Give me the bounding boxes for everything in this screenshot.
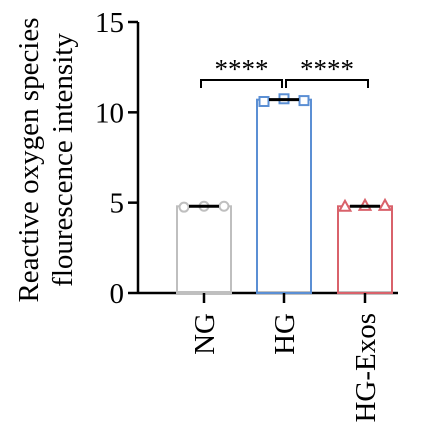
bar-hg-exos (337, 205, 393, 294)
data-point (178, 201, 190, 213)
y-axis-title: Reactive oxygen species flourescence int… (13, 17, 79, 302)
y-axis-title-line-2: flourescence intensity (47, 33, 79, 287)
data-point (337, 198, 353, 212)
y-tick-label: 15 (95, 7, 124, 39)
y-tick-label: 10 (95, 97, 124, 129)
significance-label: **** (300, 54, 354, 84)
data-point (377, 197, 393, 211)
significance-label: **** (215, 54, 269, 84)
x-tick-label: HG-Exos (350, 313, 382, 423)
significance-bracket (200, 79, 283, 88)
bar-hg (256, 98, 312, 295)
bar-ng (176, 205, 232, 294)
plot-area: 0 5 10 15 NG HG HG-Exos **** **** (95, 7, 398, 423)
data-point (258, 95, 270, 107)
data-point (298, 95, 310, 107)
x-tick-label: HG (269, 313, 301, 355)
significance-bracket (285, 79, 369, 88)
y-axis-title-line-1: Reactive oxygen species (13, 17, 45, 302)
data-point (218, 200, 230, 212)
y-tick-label: 5 (110, 188, 125, 220)
y-tick-label: 0 (110, 278, 125, 310)
x-tick-label: NG (189, 313, 221, 355)
